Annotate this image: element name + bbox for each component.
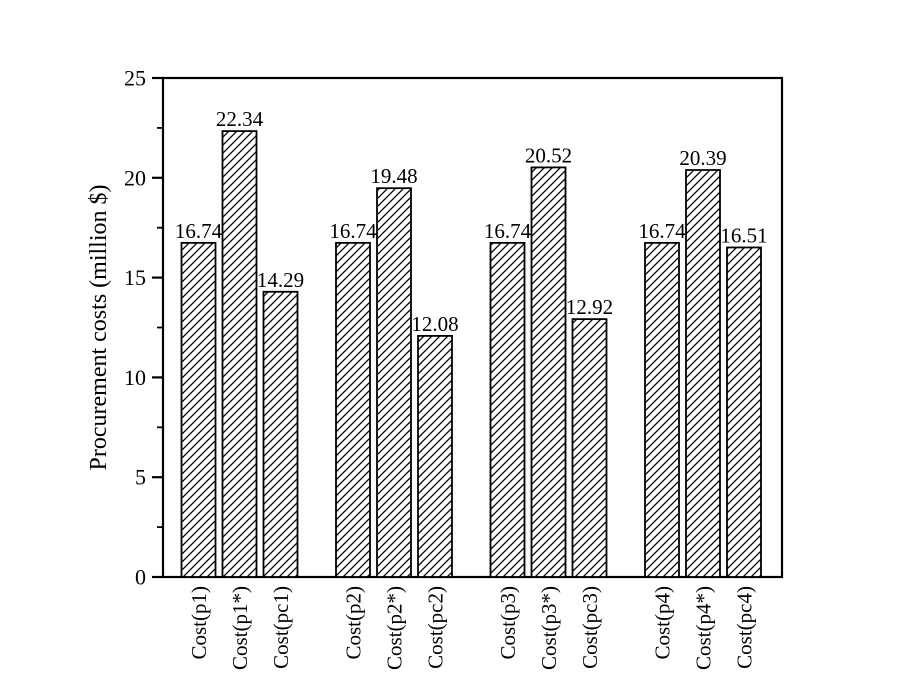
- x-tick-label: Cost(p2): [342, 586, 366, 660]
- x-tick-label: Cost(p1): [187, 586, 211, 660]
- y-tick-label: 20: [124, 165, 146, 190]
- bar-value-label: 16.74: [175, 219, 223, 243]
- bar-value-label: 19.48: [370, 164, 417, 188]
- bar-value-label: 16.74: [484, 219, 532, 243]
- bar: [726, 246, 762, 578]
- y-tick-label: 5: [135, 465, 146, 490]
- bar: [180, 241, 217, 578]
- bar-value-label: 16.74: [638, 219, 686, 243]
- bar-value-label: 20.52: [525, 143, 572, 167]
- x-tick-label: Cost(p4): [651, 586, 675, 660]
- y-tick-label: 25: [124, 66, 146, 91]
- bar: [644, 241, 680, 578]
- bar-value-label: 12.92: [566, 295, 613, 319]
- bar: [335, 241, 371, 578]
- x-tick-label: Cost(p3*): [537, 586, 561, 670]
- x-tick-label: Cost(pc4): [733, 586, 757, 669]
- x-tick-label: Cost(pc1): [269, 586, 293, 669]
- bar-value-label: 14.29: [257, 268, 304, 292]
- x-tick-label: Cost(pc2): [424, 586, 448, 669]
- bar: [417, 334, 453, 578]
- bar: [571, 318, 608, 578]
- bar-value-label: 16.51: [720, 223, 767, 247]
- bar-value-label: 22.34: [216, 107, 264, 131]
- y-tick-label: 10: [124, 365, 146, 390]
- y-tick-label: 15: [124, 265, 146, 290]
- bar: [262, 290, 299, 578]
- x-tick-label: Cost(p1*): [228, 586, 252, 670]
- x-tick-label: Cost(p3): [496, 586, 520, 660]
- bar-value-label: 12.08: [411, 312, 458, 336]
- x-tick-label: Cost(pc3): [578, 586, 602, 669]
- bar: [376, 187, 412, 578]
- x-tick-label: Cost(p2*): [383, 586, 407, 670]
- bar: [221, 130, 258, 578]
- bar-value-label: 16.74: [329, 219, 377, 243]
- bar: [489, 241, 526, 578]
- y-axis-title: Procurement costs (million $): [86, 185, 112, 471]
- x-tick-label: Cost(p4*): [692, 586, 716, 670]
- bar: [530, 166, 567, 578]
- bar: [685, 169, 721, 578]
- bar-value-label: 20.39: [679, 146, 726, 170]
- y-tick-label: 0: [135, 565, 146, 590]
